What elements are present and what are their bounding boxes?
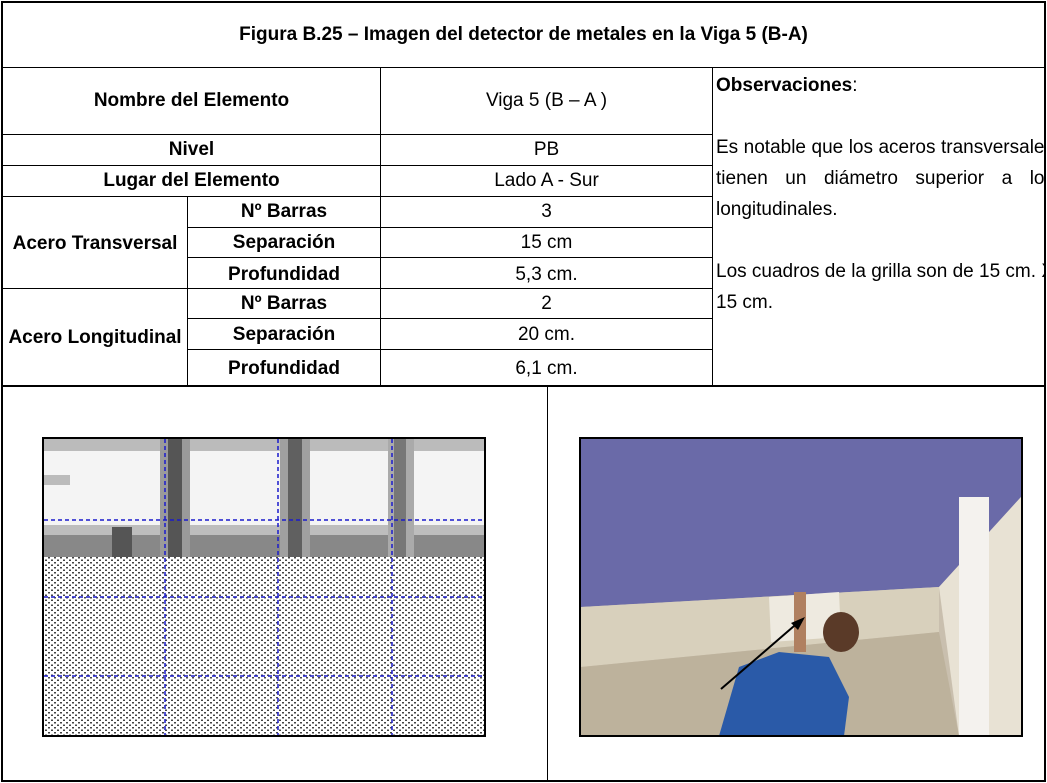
rule xyxy=(187,318,713,319)
sub-label: Profundidad xyxy=(228,358,340,379)
obs-paragraph: Es notable que los aceros transversales … xyxy=(716,137,1044,220)
rule xyxy=(380,67,381,386)
row-label: Nombre del Elemento xyxy=(93,90,290,111)
border xyxy=(1,1,1046,3)
row-value: Viga 5 (B – A ) xyxy=(485,90,608,111)
rule xyxy=(1,288,713,289)
sub-value: 15 cm xyxy=(520,232,573,253)
rule xyxy=(187,227,713,228)
obs-punct: : xyxy=(852,75,858,96)
rule xyxy=(1,196,713,197)
rule xyxy=(187,196,188,386)
group-label: Acero Transversal xyxy=(12,232,178,254)
obs-paragraph: Los cuadros de la grilla son de 15 cm. X… xyxy=(716,261,1044,313)
rule xyxy=(547,386,548,782)
rule xyxy=(187,349,713,350)
sub-value: 20 cm. xyxy=(517,323,576,345)
rule xyxy=(1,67,1046,68)
row-label: Lugar del Elemento xyxy=(103,170,280,191)
title: Figura B.25 – Imagen del detector de met… xyxy=(239,24,808,45)
rule xyxy=(1,165,713,166)
rule xyxy=(187,257,713,258)
rule xyxy=(1,385,1046,387)
sub-value: 5,3 cm. xyxy=(515,263,578,285)
border xyxy=(1,780,1046,782)
detector-image xyxy=(42,437,486,737)
row-label: Nivel xyxy=(168,139,215,160)
sub-label: Nº Barras xyxy=(240,201,328,222)
row-value: Lado A - Sur xyxy=(494,170,599,191)
sub-label: Nº Barras xyxy=(240,292,328,314)
border xyxy=(1,1,3,782)
group-label: Acero Longitudinal xyxy=(8,327,182,348)
row-value: PB xyxy=(533,139,560,160)
sub-value: 2 xyxy=(541,292,552,314)
border xyxy=(1044,1,1046,782)
sub-label: Profundidad xyxy=(228,263,340,285)
rule xyxy=(712,67,713,386)
sub-value: 6,1 cm. xyxy=(515,358,578,379)
site-photo xyxy=(579,437,1023,737)
sub-value: 3 xyxy=(541,201,552,222)
sub-label: Separación xyxy=(232,323,336,345)
obs-heading: Observaciones xyxy=(716,75,853,96)
rule xyxy=(1,134,713,135)
sub-label: Separación xyxy=(232,232,336,253)
observations: Observaciones: Es notable que los aceros… xyxy=(716,70,1044,382)
